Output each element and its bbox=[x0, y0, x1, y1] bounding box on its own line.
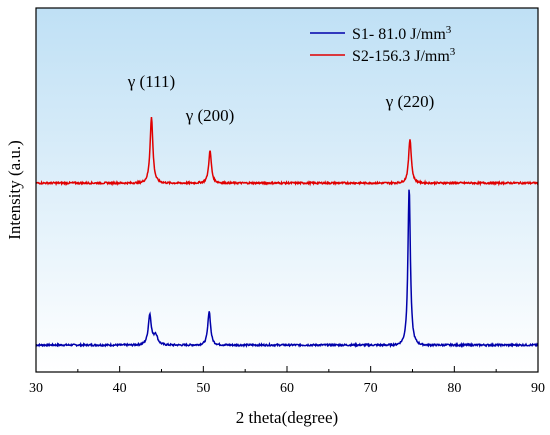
x-tick-label-30: 30 bbox=[29, 381, 43, 396]
x-tick-label-40: 40 bbox=[113, 381, 127, 396]
legend-label-s2: S2-156.3 J/mm3 bbox=[352, 46, 456, 65]
x-tick-label-70: 70 bbox=[364, 381, 378, 396]
legend-label-s2-sup: 3 bbox=[450, 46, 456, 58]
plot-background bbox=[36, 8, 538, 372]
peak-label-2: γ (200) bbox=[185, 106, 235, 125]
peak-annotations: γ (111) γ (200) γ (220) bbox=[127, 72, 434, 125]
x-axis-ticks: 30 40 50 60 70 80 90 bbox=[29, 366, 545, 396]
legend-label-s1-sup: 3 bbox=[446, 24, 452, 36]
x-tick-label-50: 50 bbox=[196, 381, 210, 396]
legend-label-s1: S1- 81.0 J/mm3 bbox=[352, 24, 452, 43]
x-tick-label-80: 80 bbox=[447, 381, 461, 396]
legend: S1- 81.0 J/mm3 S2-156.3 J/mm3 bbox=[310, 24, 456, 65]
series-layer bbox=[36, 116, 538, 349]
x-tick-label-60: 60 bbox=[280, 381, 294, 396]
peak-label-1: γ (111) bbox=[127, 72, 175, 91]
series-line-1 bbox=[36, 189, 538, 349]
x-axis-label: 2 theta(degree) bbox=[236, 408, 338, 427]
series-line-2 bbox=[36, 116, 538, 187]
peak-label-3: γ (220) bbox=[385, 92, 435, 111]
y-axis-label: Intensity (a.u.) bbox=[5, 140, 24, 240]
x-tick-label-90: 90 bbox=[531, 381, 545, 396]
